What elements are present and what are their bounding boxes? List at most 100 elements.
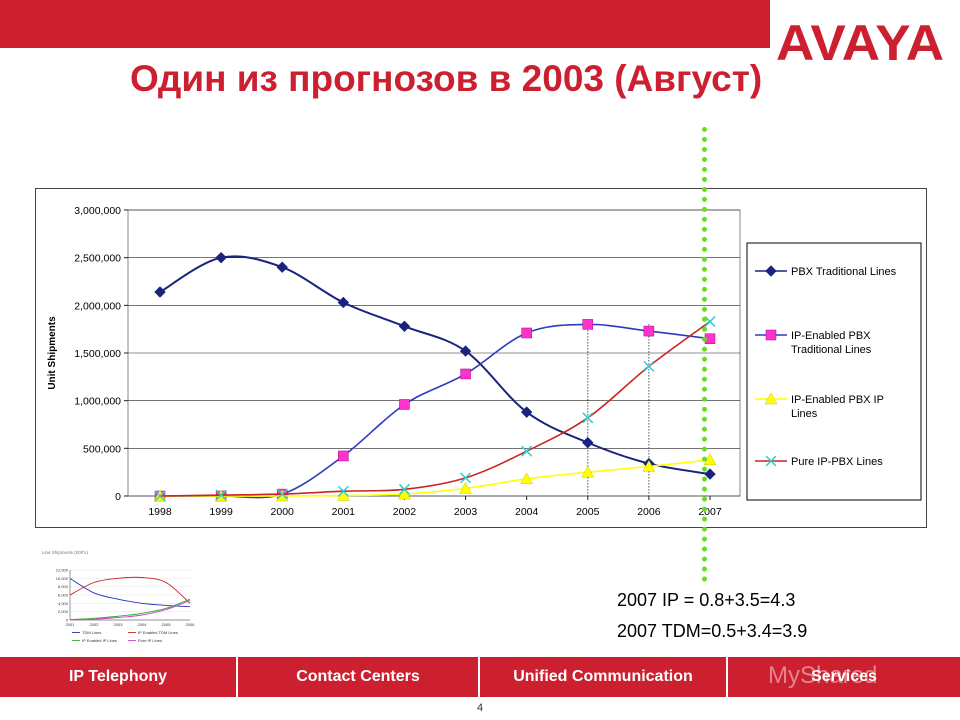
series-line: [159, 323, 711, 499]
legend-label: Traditional Lines: [791, 344, 872, 356]
series-4: [154, 316, 716, 502]
thumb-y-tick-label: 8,000: [58, 584, 69, 589]
data-point: [582, 436, 594, 449]
y-tick-label: 1,000,000: [74, 396, 121, 408]
note-tdm-total: 2007 TDM=0.5+3.4=3.9: [617, 621, 808, 641]
series-line: [159, 320, 711, 497]
x-tick-label: 2004: [515, 506, 539, 518]
thumb-y-tick-label: 6,000: [58, 593, 69, 598]
data-point: [337, 485, 349, 497]
x-tick-label: 1999: [209, 506, 233, 518]
svg-text:AVAYA: AVAYA: [776, 15, 944, 68]
legend-box: [746, 242, 922, 501]
data-point: [642, 459, 656, 472]
footer-nav-bar: IP Telephony Contact Centers Unified Com…: [0, 657, 960, 697]
top-accent-bar: [0, 0, 770, 48]
y-tick-label: 500,000: [83, 443, 121, 455]
legend-label: IP-Enabled PBX: [791, 330, 871, 342]
thumbnail-line-chart: Line Shipments (000's) 0 2,000 4,000 6,000 8,…: [42, 550, 195, 643]
data-point: [399, 399, 410, 410]
data-point: [643, 360, 655, 372]
watermark: MyShared: [768, 662, 878, 689]
legend-label: Pure IP-PBX Lines: [791, 456, 883, 468]
legend-swatch-marker: [765, 329, 777, 341]
legend-swatch-marker: [765, 265, 777, 277]
nav-unified-communication[interactable]: Unified Communication: [480, 657, 728, 697]
thumb-x-tick-label: 2003: [114, 622, 124, 627]
thumb-legend-label: Pure IP Lines: [138, 638, 162, 643]
y-tick-label: 2,000,000: [74, 300, 121, 312]
thumb-legend-label: IP Enabled IP Lines: [82, 638, 117, 643]
data-point: [582, 412, 594, 424]
nav-services[interactable]: Services: [811, 668, 877, 685]
legend-swatch-marker: [765, 455, 777, 467]
data-point: [459, 481, 472, 494]
slide-title: Один из прогнозов в 2003 (Август): [130, 58, 763, 99]
thumb-series-line: [69, 598, 191, 621]
data-point: [337, 296, 350, 309]
data-point: [154, 286, 166, 298]
legend-swatch-marker: [764, 392, 778, 405]
x-tick-label: 2003: [454, 506, 478, 518]
legend-item: IP-Enabled PBX Traditional Lines: [755, 329, 872, 356]
data-point: [338, 450, 349, 462]
y-axis-label: Unit Shipments: [47, 316, 58, 390]
thumb-x-tick-label: 2005: [162, 622, 172, 627]
y-tick-label: 3,000,000: [74, 205, 121, 217]
y-tick-label: 0: [115, 491, 121, 503]
data-point: [521, 327, 532, 339]
plot-area: 0 500,000 1,000,000 1,500,000 2,000,000 2,500…: [47, 205, 741, 518]
data-point: [460, 368, 471, 380]
year-2007-highlight-line: [702, 127, 707, 582]
thumb-series-line: [69, 599, 191, 621]
data-point: [215, 489, 227, 501]
data-point: [460, 472, 472, 484]
thumb-x-tick-label: 2001: [66, 622, 76, 627]
legend-label: PBX Traditional Lines: [791, 266, 897, 278]
legend-item: PBX Traditional Lines: [755, 265, 897, 278]
x-tick-label: 2006: [637, 506, 661, 518]
series-line: [159, 458, 711, 497]
legend-label: Lines: [791, 408, 818, 420]
thumb-x-tick-label: 2004: [138, 622, 148, 627]
data-point: [276, 261, 288, 273]
thumb-series-line: [69, 577, 191, 608]
legend-item: Pure IP-PBX Lines: [755, 455, 883, 468]
data-point: [275, 489, 289, 502]
nav-contact-centers[interactable]: Contact Centers: [238, 657, 480, 697]
data-point: [398, 320, 411, 333]
series-line: [159, 255, 711, 476]
data-point: [215, 251, 227, 264]
thumb-y-tick-label: 10,000: [56, 576, 69, 581]
data-point: [398, 487, 411, 500]
x-tick-label: 2001: [332, 506, 356, 518]
thumb-y-tick-label: 0: [66, 618, 69, 623]
y-tick-label: 2,500,000: [74, 253, 121, 265]
thumb-y-tick-label: 4,000: [58, 601, 69, 606]
thumb-legend-label: IP Enabled TDM Lines: [138, 630, 178, 635]
data-point: [398, 483, 410, 495]
data-point: [703, 453, 717, 466]
thumb-title: Line Shipments (000's): [42, 550, 88, 555]
nav-ip-telephony[interactable]: IP Telephony: [0, 657, 238, 697]
thumb-y-tick-label: 2,000: [58, 609, 69, 614]
data-point: [459, 345, 472, 357]
thumb-legend-label: TDM Lines: [82, 630, 101, 635]
data-point: [521, 445, 533, 457]
data-point: [154, 490, 166, 502]
data-point: [520, 472, 534, 485]
main-line-chart: 0 500,000 1,000,000 1,500,000 2,000,000 2,500…: [47, 205, 922, 518]
legend-label: IP-Enabled PBX IP: [791, 394, 884, 406]
x-tick-label: 2005: [576, 506, 600, 518]
page-number: 4: [476, 702, 484, 714]
thumb-series-line: [69, 576, 191, 604]
note-ip-total: 2007 IP = 0.8+3.5=4.3: [617, 590, 796, 610]
x-tick-label: 1998: [148, 506, 172, 518]
y-tick-label: 1,500,000: [74, 348, 121, 360]
legend-item: IP-Enabled PBX IP Lines: [755, 392, 884, 420]
x-tick-label: 2000: [271, 506, 295, 518]
data-point: [581, 465, 595, 478]
data-point: [520, 406, 533, 418]
data-point: [276, 488, 288, 500]
legend: PBX Traditional Lines IP-Enabled PBX Tradi…: [746, 242, 922, 501]
